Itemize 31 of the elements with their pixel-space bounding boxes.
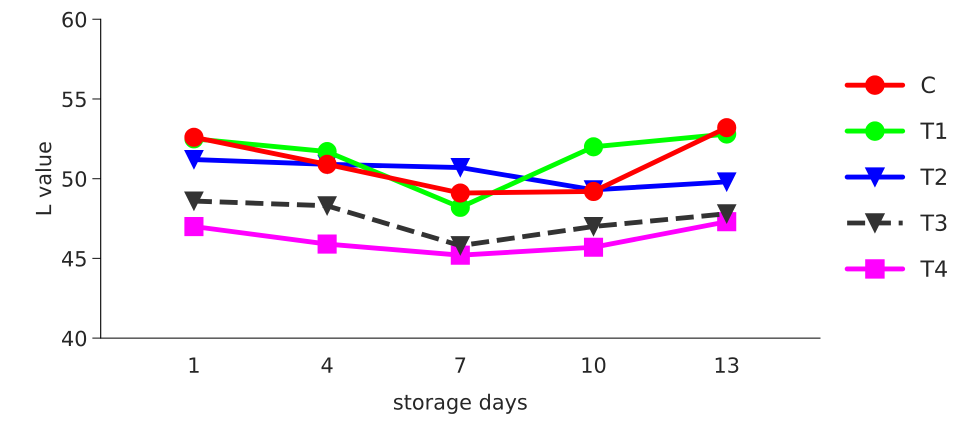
point (717, 204, 736, 224)
point (318, 234, 337, 254)
y-tick-label: 50 (62, 171, 86, 187)
x-axis-title: storage days (394, 394, 527, 414)
x-tick-label: 4 (322, 358, 333, 373)
point (450, 183, 470, 203)
y-tick-label: 40 (62, 330, 86, 346)
y-tick-label: 60 (62, 12, 86, 28)
point (584, 137, 604, 156)
point (717, 172, 736, 192)
y-tick-label: 45 (62, 251, 86, 267)
x-tick-label: 1 (190, 358, 199, 373)
point (184, 216, 204, 236)
legend-label: T2 (920, 168, 946, 185)
point (717, 118, 736, 138)
x-tick-label: 13 (716, 357, 738, 373)
legend-label: T3 (920, 214, 946, 232)
legend-label: T1 (920, 122, 946, 139)
legend-label: C (922, 76, 935, 94)
point (318, 196, 337, 216)
point (450, 236, 470, 256)
y-axis-title: L value (35, 142, 52, 214)
legend-label: T4 (920, 260, 947, 277)
point (584, 216, 604, 236)
x-tick-label: 10 (582, 357, 606, 373)
x-tick-label: 7 (455, 358, 466, 373)
point (450, 158, 470, 178)
point (584, 238, 604, 257)
point (184, 191, 204, 211)
y-tick-label: 55 (62, 92, 86, 108)
point (184, 150, 204, 170)
